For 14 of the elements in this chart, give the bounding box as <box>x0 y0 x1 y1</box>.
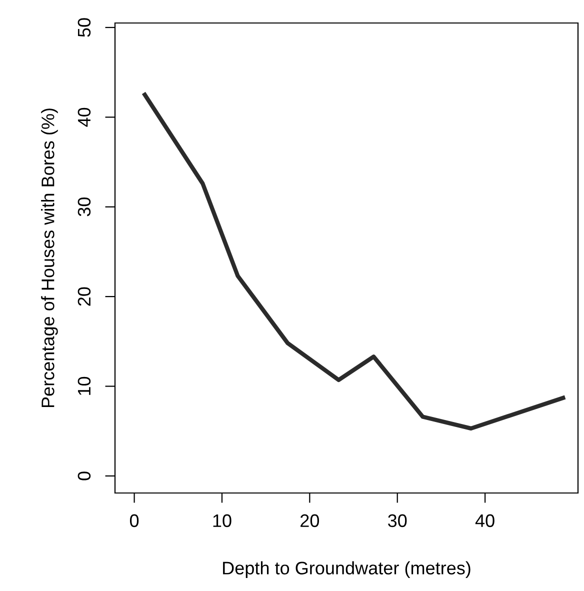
x-tick-label: 0 <box>130 514 139 528</box>
y-axis-title: Percentage of Houses with Bores (%) <box>41 108 58 408</box>
line-series <box>142 92 566 431</box>
y-tick-label: 10 <box>78 376 91 395</box>
y-tick-label: 30 <box>78 198 91 216</box>
x-tick-label: 40 <box>475 514 494 528</box>
x-tick-label: 20 <box>300 514 320 528</box>
y-tick-label: 50 <box>78 18 91 37</box>
x-tick-label: 10 <box>213 514 232 528</box>
x-tick-label: 30 <box>388 514 407 528</box>
y-tick-label: 20 <box>78 287 91 306</box>
y-tick-label: 40 <box>78 108 91 127</box>
x-axis-title: Depth to Groundwater (metres) <box>223 561 470 578</box>
y-tick-label: 0 <box>78 472 91 480</box>
